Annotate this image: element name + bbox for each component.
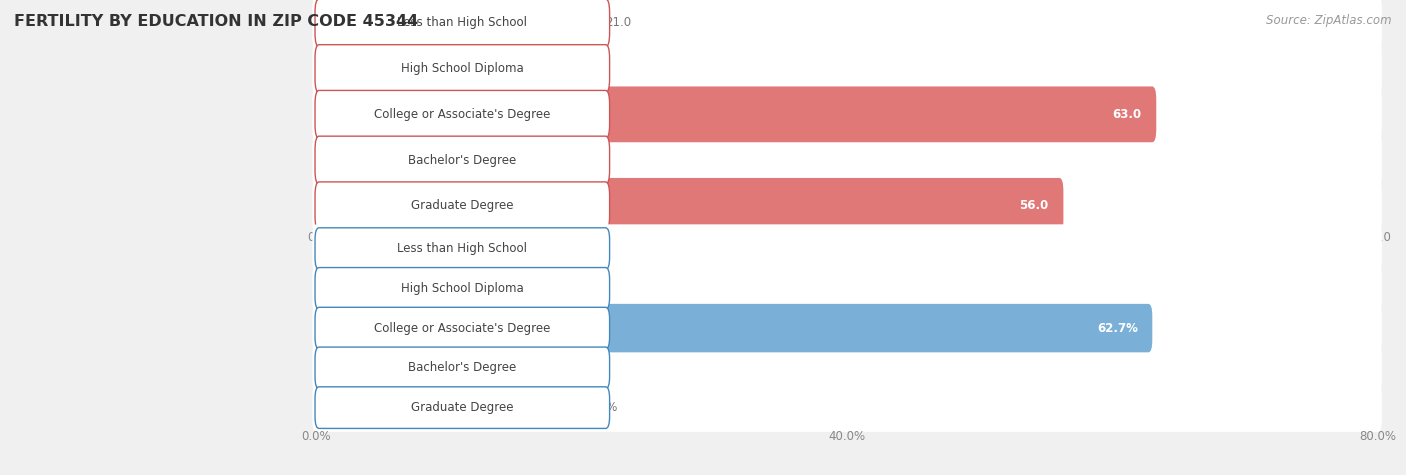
FancyBboxPatch shape [315,347,610,389]
FancyBboxPatch shape [315,0,610,47]
FancyBboxPatch shape [312,343,1382,392]
Text: College or Associate's Degree: College or Associate's Degree [374,322,551,334]
FancyBboxPatch shape [315,267,610,309]
FancyBboxPatch shape [312,264,418,313]
FancyBboxPatch shape [315,387,610,428]
Text: 0.0%: 0.0% [328,361,357,374]
Text: 10.9%: 10.9% [471,242,509,255]
FancyBboxPatch shape [312,178,1063,234]
FancyBboxPatch shape [315,90,610,138]
Text: Graduate Degree: Graduate Degree [411,200,513,212]
Text: 0.0: 0.0 [328,153,346,167]
FancyBboxPatch shape [312,0,599,51]
Text: Less than High School: Less than High School [398,242,527,255]
Text: 11.0: 11.0 [472,62,499,75]
Text: College or Associate's Degree: College or Associate's Degree [374,108,551,121]
FancyBboxPatch shape [312,383,574,432]
FancyBboxPatch shape [312,304,1153,352]
FancyBboxPatch shape [315,182,610,230]
FancyBboxPatch shape [312,224,1382,273]
Text: 56.0: 56.0 [1019,200,1049,212]
FancyBboxPatch shape [312,41,467,96]
Text: 63.0: 63.0 [1112,108,1142,121]
Text: 19.1%: 19.1% [581,401,617,414]
FancyBboxPatch shape [312,41,1382,96]
FancyBboxPatch shape [315,228,610,269]
FancyBboxPatch shape [312,86,1156,142]
FancyBboxPatch shape [312,264,1382,313]
FancyBboxPatch shape [312,0,1382,51]
Text: High School Diploma: High School Diploma [401,62,523,75]
Text: 7.3%: 7.3% [423,282,454,295]
Text: Graduate Degree: Graduate Degree [411,401,513,414]
Text: Bachelor's Degree: Bachelor's Degree [408,153,516,167]
FancyBboxPatch shape [312,132,1382,188]
FancyBboxPatch shape [312,224,465,273]
Text: High School Diploma: High School Diploma [401,282,523,295]
FancyBboxPatch shape [312,304,1382,352]
FancyBboxPatch shape [315,307,610,349]
FancyBboxPatch shape [315,45,610,93]
Text: Source: ZipAtlas.com: Source: ZipAtlas.com [1267,14,1392,27]
Text: 21.0: 21.0 [606,16,631,29]
Text: Bachelor's Degree: Bachelor's Degree [408,361,516,374]
Text: 62.7%: 62.7% [1097,322,1137,334]
FancyBboxPatch shape [312,86,1382,142]
FancyBboxPatch shape [315,136,610,184]
FancyBboxPatch shape [312,383,1382,432]
Text: Less than High School: Less than High School [398,16,527,29]
FancyBboxPatch shape [312,178,1382,234]
Text: FERTILITY BY EDUCATION IN ZIP CODE 45344: FERTILITY BY EDUCATION IN ZIP CODE 45344 [14,14,419,29]
